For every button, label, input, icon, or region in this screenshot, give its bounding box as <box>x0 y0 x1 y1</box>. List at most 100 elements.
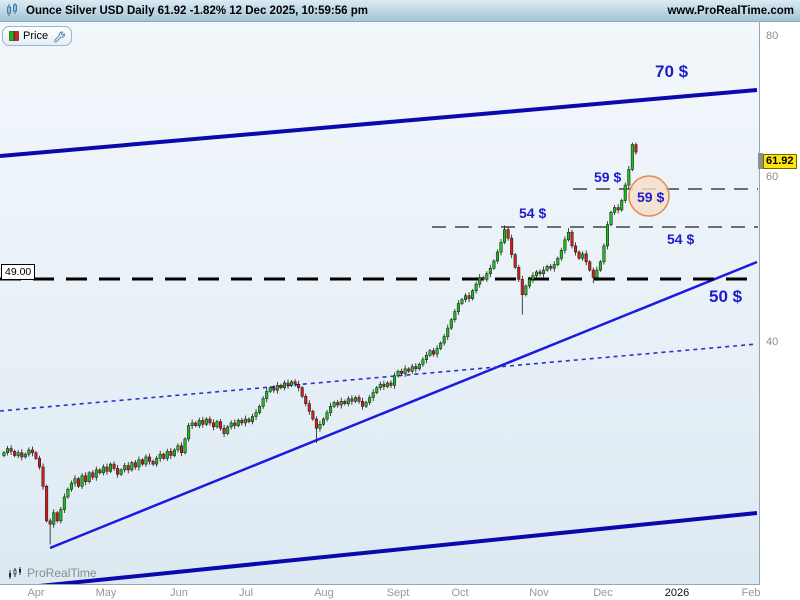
candle-body <box>208 418 212 424</box>
candle-body <box>16 452 20 456</box>
candle-body <box>566 231 570 241</box>
y-axis-label: 40 <box>766 336 779 348</box>
x-axis-label: 2026 <box>664 587 690 599</box>
title-bar: Ounce Silver USD Daily 61.92 -1.82% 12 D… <box>0 0 800 22</box>
candle-body <box>45 485 49 522</box>
candle-body <box>226 426 230 434</box>
candle-body <box>126 465 130 471</box>
candle-body <box>460 299 464 304</box>
website-text: www.ProRealTime.com <box>667 4 794 17</box>
candle-body <box>432 350 436 355</box>
candle-body <box>325 412 329 420</box>
candle-body <box>314 418 318 429</box>
candle-body <box>268 387 272 392</box>
candle-body <box>204 418 208 425</box>
candle-body <box>453 311 457 320</box>
candle-body <box>38 458 41 468</box>
candle-body <box>229 422 233 428</box>
candle-body <box>52 512 56 525</box>
candle-body <box>403 368 407 374</box>
candle-body <box>449 319 453 329</box>
candle-body <box>119 469 123 475</box>
candle-body <box>620 200 624 211</box>
candle-body <box>101 466 105 474</box>
candle-body <box>247 418 251 422</box>
candle-body <box>613 207 617 213</box>
candle-body <box>442 336 446 344</box>
price-button-label: Price <box>23 30 49 42</box>
candle-body <box>584 253 588 263</box>
candle-body <box>55 512 59 522</box>
candle-body <box>293 381 297 385</box>
candle-body <box>243 418 247 424</box>
candle-body <box>112 463 116 469</box>
candle-body <box>322 418 325 425</box>
level-59-label-left: 59 $ <box>594 169 622 185</box>
price-style-icon <box>9 31 19 41</box>
x-axis-label: Oct <box>451 587 469 599</box>
y-axis-label: 80 <box>766 30 779 42</box>
candle-body <box>371 392 375 398</box>
x-axis-label: Nov <box>529 587 549 599</box>
candle-body <box>172 449 176 456</box>
highlight-circle <box>628 175 670 217</box>
candle-body <box>201 420 205 425</box>
candle-body <box>410 366 414 372</box>
candle-body <box>421 359 425 365</box>
candle-body <box>634 144 638 153</box>
watermark-label: ProRealTime <box>27 566 97 580</box>
candle-body <box>552 264 556 269</box>
candle-body <box>144 456 148 465</box>
candle-body <box>183 438 187 453</box>
candle-body <box>609 212 613 225</box>
level-50-label: 50 $ <box>709 287 743 306</box>
price-chart-canvas[interactable] <box>0 22 759 584</box>
candle-body <box>563 239 567 251</box>
candle-body <box>219 421 223 429</box>
candlestick-icon <box>7 3 17 16</box>
candle-body <box>94 469 98 478</box>
watermark-candles-icon <box>9 566 21 579</box>
candle-body <box>304 396 308 404</box>
candle-body <box>197 420 201 426</box>
candle-body <box>311 411 315 420</box>
candle-body <box>606 224 609 247</box>
candle-body <box>549 266 553 269</box>
candle-body <box>627 169 631 186</box>
x-axis-label: Jul <box>238 587 254 599</box>
candle-body <box>105 466 109 472</box>
candle-body <box>471 290 475 299</box>
candle-body <box>222 427 226 434</box>
candle-body <box>428 350 432 356</box>
candle-body <box>378 383 382 389</box>
candle-body <box>517 267 521 280</box>
candle-body <box>357 397 361 402</box>
candle-body <box>77 478 81 487</box>
candle-body <box>240 420 244 424</box>
candle-body <box>353 397 357 402</box>
level-49-price-box: 49.00 <box>1 264 36 280</box>
level-59-label-circled: 59 $ <box>637 189 665 205</box>
candle-body <box>598 261 602 271</box>
badge-tab <box>758 153 763 169</box>
candle-body <box>91 472 95 478</box>
candle-body <box>176 445 180 451</box>
candle-body <box>513 254 517 268</box>
candle-body <box>215 421 219 428</box>
candle-body <box>581 253 585 259</box>
candle-body <box>158 453 162 459</box>
candle-body <box>336 402 340 406</box>
candle-body <box>236 420 240 426</box>
candle-body <box>456 303 460 312</box>
candle-body <box>30 449 34 453</box>
candle-body <box>84 475 88 482</box>
candle-body <box>559 250 563 259</box>
candle-body <box>527 279 531 287</box>
wrench-icon[interactable] <box>52 30 66 43</box>
candle-body <box>282 382 286 389</box>
trendline-support-steep <box>49 260 758 550</box>
price-button[interactable]: Price <box>2 26 73 46</box>
candle-body <box>329 406 333 413</box>
candle-body <box>577 251 581 259</box>
